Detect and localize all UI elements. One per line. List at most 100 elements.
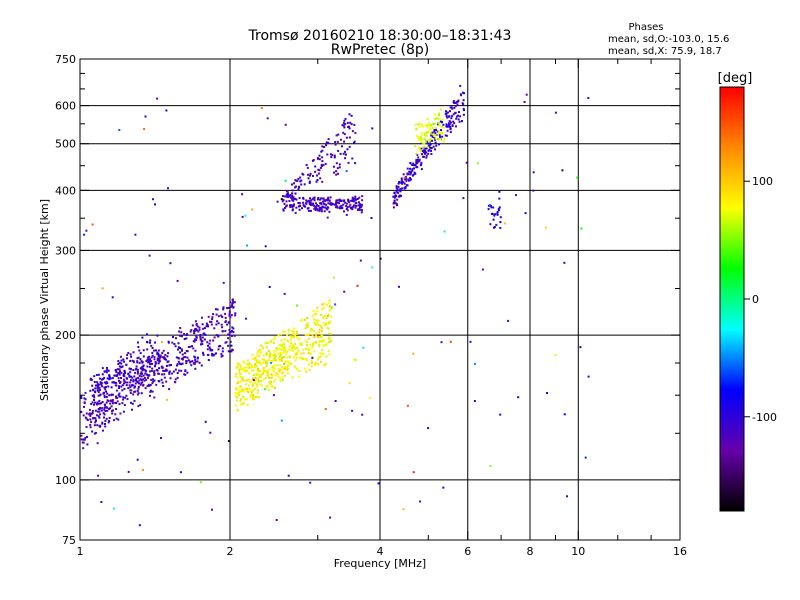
- data-point: [117, 363, 120, 365]
- data-point: [232, 300, 235, 303]
- data-point: [314, 170, 317, 173]
- data-point: [427, 144, 430, 147]
- data-point: [295, 206, 298, 209]
- data-point: [339, 138, 342, 141]
- data-point: [250, 394, 252, 397]
- data-point: [343, 140, 346, 143]
- data-point: [345, 205, 348, 207]
- data-point: [421, 125, 424, 128]
- data-point: [227, 306, 230, 309]
- data-point: [307, 199, 310, 202]
- data-point: [183, 373, 186, 376]
- data-point: [302, 203, 305, 206]
- data-point: [460, 94, 463, 97]
- data-point: [150, 344, 153, 347]
- data-point: [147, 376, 149, 379]
- data-point: [211, 318, 214, 321]
- data-point: [442, 123, 445, 126]
- data-point: [221, 330, 224, 333]
- data-point: [162, 349, 165, 352]
- data-point: [333, 154, 336, 157]
- data-point: [80, 438, 83, 441]
- data-point: [429, 125, 432, 127]
- data-point: [318, 154, 321, 157]
- data-point: [152, 378, 154, 381]
- data-point: [281, 372, 284, 375]
- data-point: [351, 157, 354, 160]
- data-point: [458, 111, 460, 114]
- data-point: [320, 353, 323, 356]
- data-point: [81, 441, 84, 444]
- data-point: [161, 373, 163, 376]
- data-point: [469, 340, 472, 343]
- data-point: [412, 352, 415, 355]
- data-point: [271, 385, 274, 387]
- data-point: [220, 355, 223, 358]
- data-point: [141, 369, 144, 372]
- data-point: [427, 140, 430, 143]
- data-point: [294, 343, 297, 345]
- data-point: [172, 336, 174, 338]
- data-point: [354, 202, 357, 205]
- data-point: [215, 352, 217, 355]
- data-point: [448, 120, 451, 123]
- data-point: [274, 374, 277, 377]
- data-point: [251, 397, 254, 400]
- data-point: [140, 392, 143, 395]
- x-tick-label: 6: [464, 545, 471, 558]
- y-tick-label: 300: [55, 244, 76, 257]
- data-point: [97, 474, 100, 477]
- data-point: [291, 376, 294, 379]
- data-point: [343, 133, 346, 136]
- data-point: [438, 123, 441, 126]
- data-point: [139, 352, 142, 355]
- data-point: [198, 328, 201, 331]
- data-point: [108, 416, 111, 419]
- data-point: [405, 177, 408, 180]
- data-point: [157, 352, 160, 355]
- data-point: [265, 352, 268, 355]
- data-point: [228, 314, 231, 317]
- data-point: [224, 312, 227, 315]
- data-point: [118, 385, 121, 388]
- data-point: [317, 336, 320, 339]
- data-point: [139, 378, 142, 381]
- data-point: [416, 153, 419, 156]
- data-point: [314, 209, 317, 211]
- data-point: [111, 296, 114, 299]
- data-point: [189, 360, 192, 363]
- data-point: [401, 182, 404, 185]
- data-point: [260, 376, 263, 379]
- data-point: [132, 351, 135, 354]
- data-point: [215, 323, 218, 326]
- data-point: [429, 132, 432, 135]
- data-point: [178, 330, 181, 333]
- data-point: [282, 208, 285, 211]
- data-point: [288, 349, 291, 351]
- data-point: [359, 259, 362, 262]
- data-point: [576, 176, 579, 179]
- data-point: [231, 302, 234, 305]
- data-point: [294, 192, 297, 195]
- data-point: [315, 334, 317, 337]
- data-point: [245, 390, 248, 393]
- data-point: [349, 206, 352, 209]
- data-point: [462, 107, 465, 110]
- data-point: [246, 379, 249, 382]
- data-point: [96, 414, 98, 417]
- y-tick-label: 100: [55, 474, 76, 487]
- data-point: [427, 427, 430, 430]
- data-point: [298, 338, 301, 341]
- data-point: [104, 423, 106, 425]
- data-point: [288, 361, 291, 364]
- data-point: [256, 392, 259, 395]
- data-point: [319, 208, 321, 211]
- data-point: [421, 124, 424, 127]
- data-point: [324, 162, 327, 165]
- data-point: [315, 313, 318, 316]
- data-point: [294, 179, 297, 182]
- data-point: [107, 369, 110, 372]
- data-point: [350, 123, 353, 126]
- data-point: [91, 394, 94, 397]
- data-point: [252, 377, 255, 380]
